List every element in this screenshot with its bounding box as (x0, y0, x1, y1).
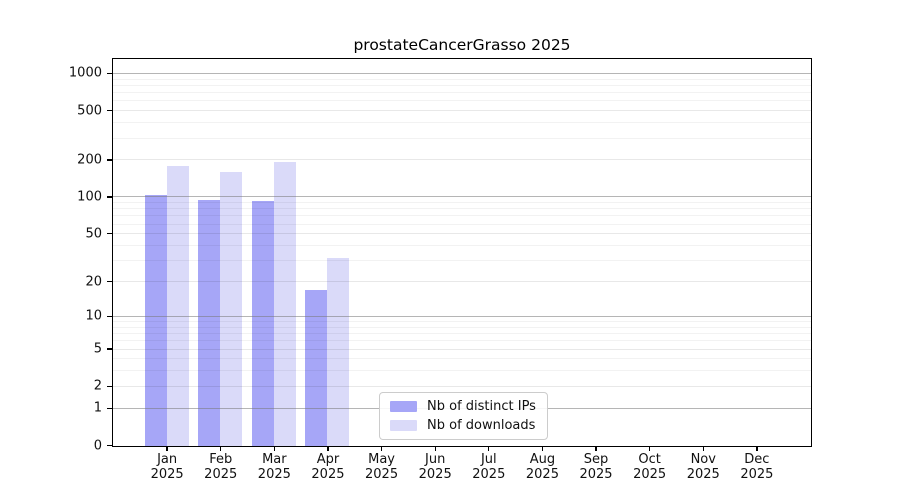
gridline-600 (113, 100, 811, 102)
legend-label-distinct-ips: Nb of distinct IPs (427, 399, 536, 414)
y-tick-label-5: 5 (93, 341, 102, 357)
gridline-9 (113, 321, 811, 322)
y-tick-mark-5 (107, 348, 112, 350)
gridline-6 (113, 340, 811, 342)
gridline-60 (113, 223, 811, 225)
y-tick-label-10: 10 (85, 308, 102, 324)
bar-feb-2025-distinct-ips (198, 199, 221, 446)
x-tick-mark-may-2025 (380, 446, 383, 451)
x-tick-label-jun-2025: Jun 2025 (418, 452, 452, 482)
gridline-800 (113, 84, 811, 86)
gridline-70 (113, 215, 811, 217)
y-tick-label-200: 200 (77, 152, 102, 168)
gridline-200 (113, 159, 811, 161)
gridline-400 (113, 122, 811, 124)
bar-jan-2025-downloads (166, 165, 189, 446)
y-tick-mark-500 (107, 110, 112, 112)
x-tick-mark-jul-2025 (488, 446, 490, 451)
legend-swatch-distinct-ips (390, 401, 417, 412)
x-tick-label-aug-2025: Aug 2025 (525, 452, 559, 482)
y-tick-label-100: 100 (77, 189, 102, 205)
y-tick-label-20: 20 (85, 274, 102, 290)
y-tick-label-500: 500 (77, 103, 102, 119)
x-tick-mark-jan-2025 (166, 446, 168, 451)
y-tick-label-50: 50 (85, 226, 102, 242)
bar-mar-2025-distinct-ips (251, 201, 274, 446)
x-tick-label-nov-2025: Nov 2025 (686, 452, 720, 482)
bar-apr-2025-distinct-ips (305, 290, 328, 446)
gridline-300 (113, 137, 811, 139)
legend: Nb of distinct IPs Nb of downloads (379, 392, 548, 440)
legend-item-downloads: Nb of downloads (390, 418, 536, 433)
gridline-7 (113, 333, 811, 335)
gridline-700 (113, 92, 811, 94)
gridline-20 (113, 281, 811, 283)
gridline-8 (113, 326, 811, 328)
y-tick-mark-20 (107, 280, 112, 283)
y-tick-mark-10 (107, 315, 112, 317)
y-tick-mark-1 (107, 407, 112, 409)
x-tick-mark-apr-2025 (327, 446, 329, 451)
x-tick-label-may-2025: May 2025 (365, 452, 399, 482)
gridline-1000 (113, 72, 811, 74)
gridline-30 (113, 260, 811, 262)
chart-title: prostateCancerGrasso 2025 (353, 36, 571, 54)
y-tick-label-1: 1 (93, 400, 102, 416)
x-tick-mark-dec-2025 (756, 446, 758, 451)
bar-mar-2025-downloads (273, 162, 296, 446)
x-tick-mark-aug-2025 (541, 446, 544, 451)
x-tick-label-oct-2025: Oct 2025 (633, 452, 667, 482)
plot-area (112, 58, 812, 447)
x-tick-mark-mar-2025 (273, 446, 275, 451)
x-tick-label-dec-2025: Dec 2025 (740, 452, 774, 482)
y-tick-label-2: 2 (93, 378, 102, 394)
legend-label-downloads: Nb of downloads (427, 418, 536, 433)
x-tick-label-feb-2025: Feb 2025 (204, 452, 238, 482)
gridline-90 (113, 202, 811, 204)
bar-jan-2025-distinct-ips (144, 195, 167, 446)
x-tick-label-jul-2025: Jul 2025 (472, 452, 506, 482)
y-tick-mark-200 (107, 159, 112, 161)
x-tick-label-apr-2025: Apr 2025 (311, 452, 345, 482)
y-tick-mark-0 (107, 444, 112, 447)
x-tick-mark-oct-2025 (649, 446, 651, 451)
gridline-5 (113, 348, 811, 350)
bar-apr-2025-downloads (327, 257, 350, 446)
x-tick-label-sep-2025: Sep 2025 (579, 452, 613, 482)
y-tick-mark-2 (107, 385, 112, 387)
gridline-4 (113, 358, 811, 360)
y-tick-label-1000: 1000 (68, 65, 102, 81)
y-tick-mark-100 (107, 196, 112, 198)
x-tick-mark-sep-2025 (595, 446, 597, 451)
gridline-10 (113, 315, 811, 317)
gridline-50 (113, 233, 811, 235)
x-tick-label-mar-2025: Mar 2025 (257, 452, 291, 482)
gridline-100 (113, 196, 811, 198)
legend-swatch-downloads (390, 420, 417, 431)
x-tick-label-jan-2025: Jan 2025 (150, 452, 184, 482)
y-tick-label-0: 0 (93, 438, 102, 453)
legend-item-distinct-ips: Nb of distinct IPs (390, 399, 536, 414)
bar-feb-2025-downloads (220, 172, 243, 446)
gridline-80 (113, 208, 811, 210)
x-tick-mark-nov-2025 (702, 446, 704, 451)
gridline-3 (113, 370, 811, 372)
gridline-2 (113, 385, 811, 387)
y-tick-mark-1000 (107, 72, 112, 75)
x-tick-mark-jun-2025 (434, 446, 436, 451)
gridline-900 (113, 78, 811, 80)
gridline-40 (113, 245, 811, 246)
x-tick-mark-feb-2025 (220, 446, 222, 451)
gridline-500 (113, 110, 811, 112)
y-tick-mark-50 (107, 233, 112, 235)
